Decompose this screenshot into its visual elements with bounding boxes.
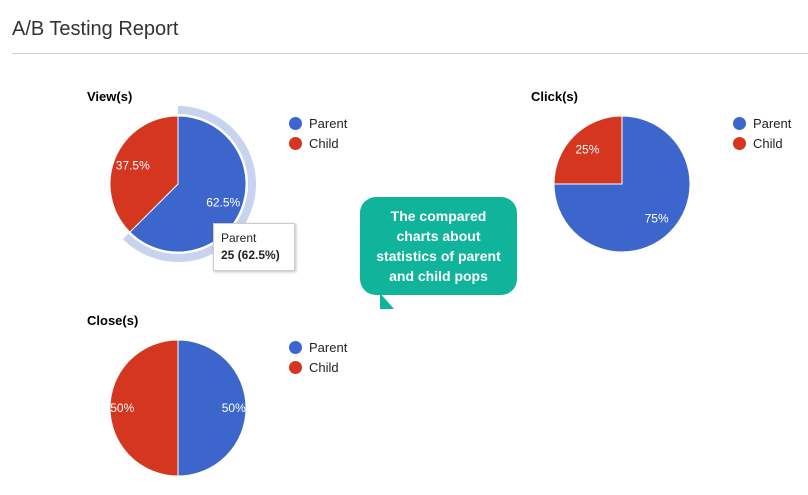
pie-slice-child[interactable] [109, 339, 179, 477]
pie-slice-parent[interactable] [177, 339, 247, 477]
slice-label-child: 37.5% [116, 158, 150, 172]
pie-slice-child[interactable] [109, 115, 179, 233]
legend-label: Parent [753, 115, 792, 131]
legend-item-parent[interactable]: Parent [289, 337, 347, 357]
closes-legend: Parent Child [289, 337, 347, 377]
child-color-dot [289, 360, 302, 374]
legend-label: Child [309, 359, 339, 375]
slice-label-child: 25% [575, 142, 599, 156]
slice-label-parent: 62.5% [206, 196, 240, 210]
pie-slice-parent[interactable] [553, 115, 691, 253]
parent-color-dot [289, 340, 302, 354]
pie-slice-child[interactable] [553, 115, 623, 185]
page-title: A/B Testing Report [12, 18, 179, 40]
pie-slice-parent[interactable] [129, 115, 247, 253]
legend-item-child[interactable]: Child [289, 357, 347, 377]
legend-label: Child [309, 135, 339, 151]
closes-chart-title: Close(s) [87, 313, 139, 328]
tooltip-label: Parent [221, 231, 257, 245]
clicks-legend: Parent Child [733, 113, 791, 153]
callout-bubble: The compared charts about statistics of … [360, 197, 517, 295]
header-divider [12, 53, 808, 54]
parent-color-dot [289, 116, 302, 130]
legend-item-parent[interactable]: Parent [733, 113, 791, 133]
views-legend: Parent Child [289, 113, 347, 153]
highlight-ring-parent [122, 106, 256, 262]
callout-text: The compared charts about statistics of … [376, 208, 501, 284]
legend-item-parent[interactable]: Parent [289, 113, 347, 133]
slice-label-parent: 50% [222, 401, 246, 415]
child-color-dot [289, 136, 302, 150]
clicks-chart-title: Click(s) [531, 89, 578, 104]
parent-color-dot [733, 116, 746, 130]
chart-tooltip: Parent 25 (62.5%) [213, 223, 295, 271]
legend-item-child[interactable]: Child [289, 133, 347, 153]
views-chart-title: View(s) [87, 89, 133, 104]
legend-label: Child [753, 135, 783, 151]
tooltip-value: 25 (62.5%) [221, 248, 280, 262]
legend-label: Parent [309, 339, 348, 355]
child-color-dot [733, 136, 746, 150]
slice-label-parent: 75% [645, 212, 669, 226]
legend-label: Parent [309, 115, 348, 131]
callout-tail [380, 293, 408, 309]
slice-label-child: 50% [110, 401, 134, 415]
legend-item-child[interactable]: Child [733, 133, 791, 153]
